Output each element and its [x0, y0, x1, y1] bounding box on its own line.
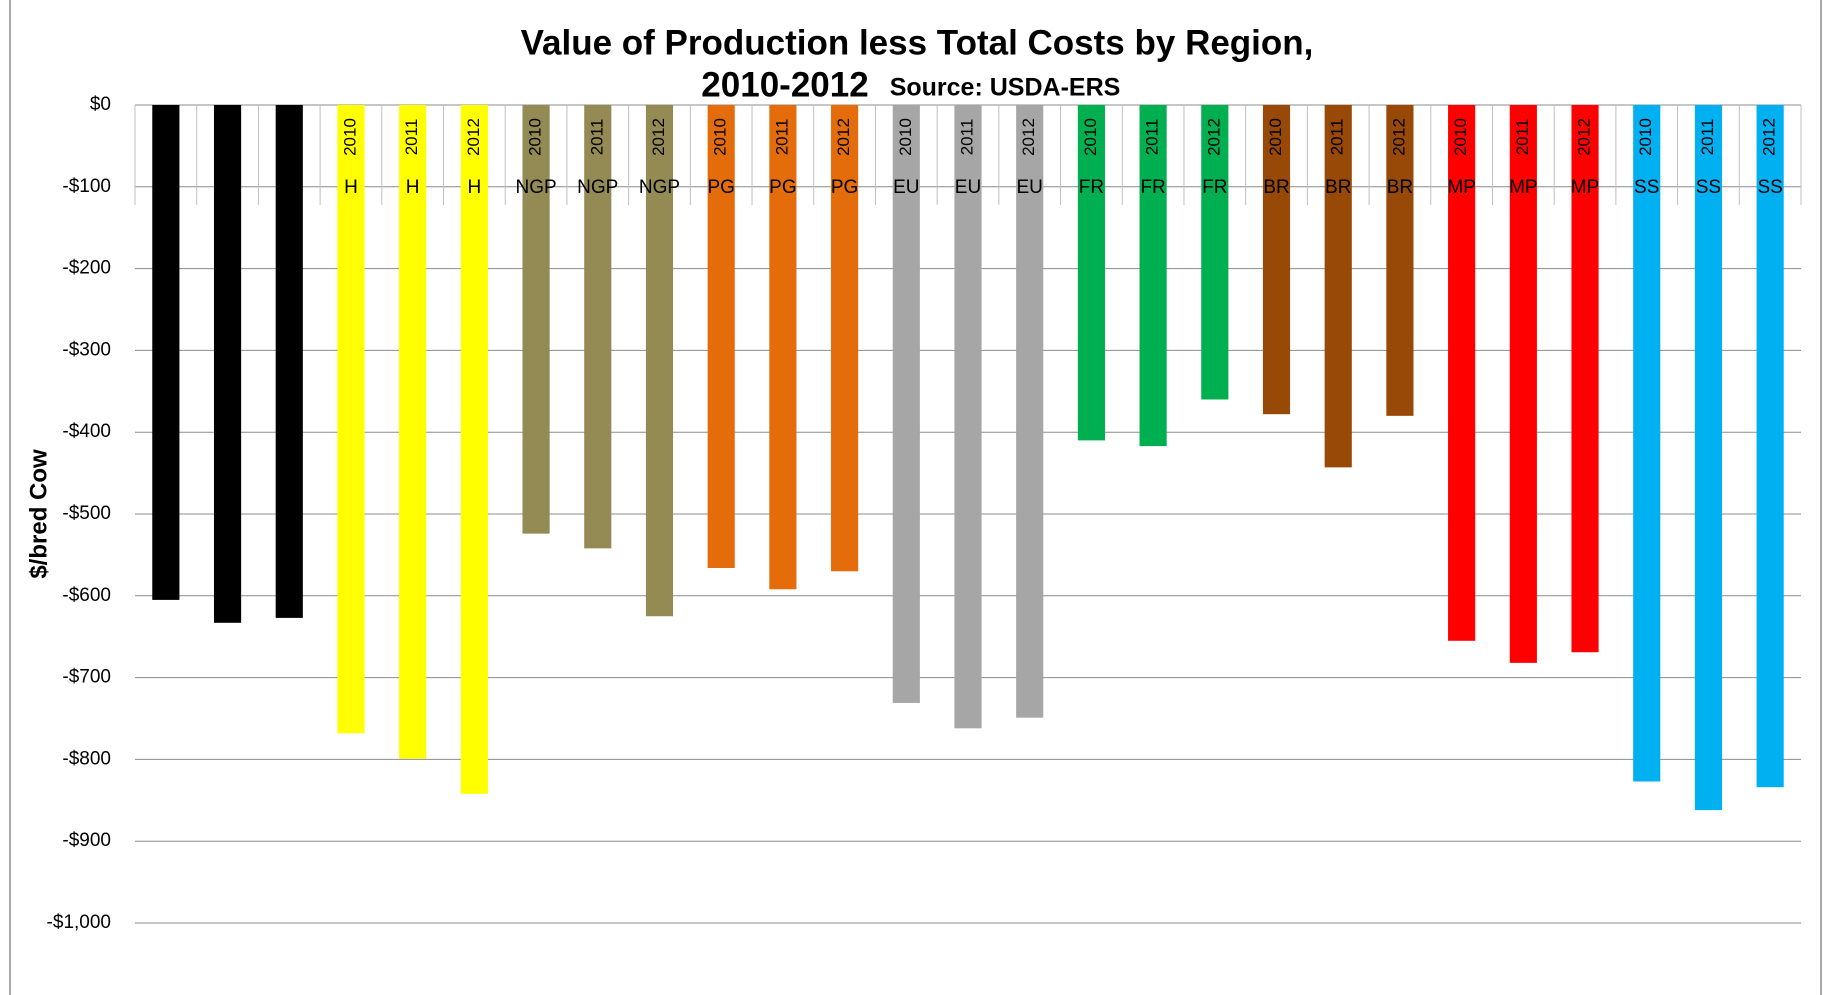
bar — [1571, 105, 1599, 653]
bar-label: 2012 — [1204, 118, 1223, 156]
bar — [645, 105, 674, 617]
category-label: H — [344, 177, 358, 198]
category-label: EU — [1017, 177, 1043, 198]
bar-label: 2010 — [340, 118, 359, 156]
category-label: US — [214, 177, 240, 198]
bar-label: 2010 — [1636, 118, 1655, 156]
bar-label: 2011 — [1143, 119, 1162, 156]
category-label: EU — [955, 177, 981, 198]
bar — [1262, 105, 1291, 415]
y-tick-label: $0 — [90, 94, 111, 115]
bar — [1201, 105, 1229, 400]
bar-label: 2012 — [649, 118, 668, 156]
y-tick-label: -$800 — [62, 748, 111, 769]
category-label: US — [276, 177, 302, 198]
bar — [769, 105, 797, 590]
category-label: SS — [1757, 177, 1782, 198]
bar-label: 2012 — [1760, 118, 1779, 156]
bar-label: 2011 — [1698, 119, 1717, 156]
bar-label: 2012 — [1389, 118, 1408, 156]
category-label: MP — [1447, 177, 1476, 198]
category-label: BR — [1387, 177, 1413, 198]
bar-label: 2010 — [1266, 118, 1285, 156]
chart-title: Value of Production less Total Costs by … — [521, 23, 1314, 62]
bar — [522, 105, 550, 534]
bar — [460, 105, 488, 794]
bar-label: 2011 — [217, 119, 236, 156]
bar-label: 2012 — [834, 118, 853, 156]
category-label: PG — [769, 177, 796, 198]
bar — [1139, 105, 1167, 447]
bar-label: 2011 — [402, 119, 421, 156]
bar — [337, 105, 365, 734]
bar — [1448, 105, 1476, 641]
y-tick-label: -$600 — [62, 585, 111, 606]
chart-title-line2: 2010-2012 — [701, 65, 868, 104]
bar-label: 2010 — [896, 118, 915, 156]
bar — [1386, 105, 1414, 416]
bar — [892, 105, 920, 703]
category-label: H — [468, 177, 482, 198]
category-label: SS — [1634, 177, 1659, 198]
category-label: BR — [1263, 177, 1289, 198]
bar-label: 2010 — [155, 118, 174, 156]
bar-label: 2012 — [464, 118, 483, 156]
category-label: MP — [1571, 177, 1600, 198]
bar-label: 2011 — [1328, 119, 1347, 156]
category-label: US — [153, 177, 179, 198]
bar-label: 2011 — [587, 119, 606, 156]
bar-label: 2011 — [957, 119, 976, 156]
category-label: SS — [1696, 177, 1721, 198]
category-label: NGP — [577, 177, 618, 198]
bar — [213, 105, 242, 623]
bar — [275, 105, 303, 618]
y-tick-label: -$400 — [62, 421, 111, 442]
y-tick-label: -$100 — [62, 176, 111, 197]
bar — [1756, 105, 1784, 788]
category-label: NGP — [639, 177, 680, 198]
bar — [954, 105, 982, 729]
y-tick-label: -$700 — [62, 667, 111, 688]
chart-source: Source: USDA-ERS — [890, 74, 1121, 102]
bar — [707, 105, 735, 568]
bar — [584, 105, 612, 549]
bar — [831, 105, 859, 572]
y-tick-label: -$200 — [62, 258, 111, 279]
category-label: FR — [1140, 177, 1165, 198]
y-tick-label: -$300 — [62, 339, 111, 360]
category-label: PG — [707, 177, 734, 198]
bar-label: 2012 — [1019, 118, 1038, 156]
category-label: H — [406, 177, 420, 198]
bar — [1509, 105, 1537, 663]
bar — [1694, 105, 1723, 811]
y-tick-label: -$500 — [62, 503, 111, 524]
bar-label: 2011 — [772, 119, 791, 156]
bar — [1633, 105, 1661, 782]
bar-label: 2010 — [711, 118, 730, 156]
bar — [1016, 105, 1044, 718]
y-axis-label: $/bred Cow — [25, 449, 52, 579]
category-label: BR — [1325, 177, 1351, 198]
bar-label: 2010 — [1451, 118, 1470, 156]
category-label: NGP — [515, 177, 556, 198]
category-label: EU — [893, 177, 919, 198]
bar-label: 2010 — [1081, 118, 1100, 156]
bar — [1077, 105, 1105, 441]
bar — [399, 105, 427, 759]
bar-label: 2012 — [1575, 118, 1594, 156]
category-label: FR — [1079, 177, 1104, 198]
bar-label: 2011 — [1513, 119, 1532, 156]
bar-label: 2010 — [526, 118, 545, 156]
y-tick-label: -$1,000 — [47, 912, 111, 933]
category-label: PG — [831, 177, 858, 198]
category-label: FR — [1202, 177, 1227, 198]
bar — [152, 105, 180, 600]
category-label: MP — [1509, 177, 1538, 198]
bar — [1324, 105, 1352, 468]
bar-label: 2012 — [279, 118, 298, 156]
y-tick-label: -$900 — [62, 830, 111, 851]
